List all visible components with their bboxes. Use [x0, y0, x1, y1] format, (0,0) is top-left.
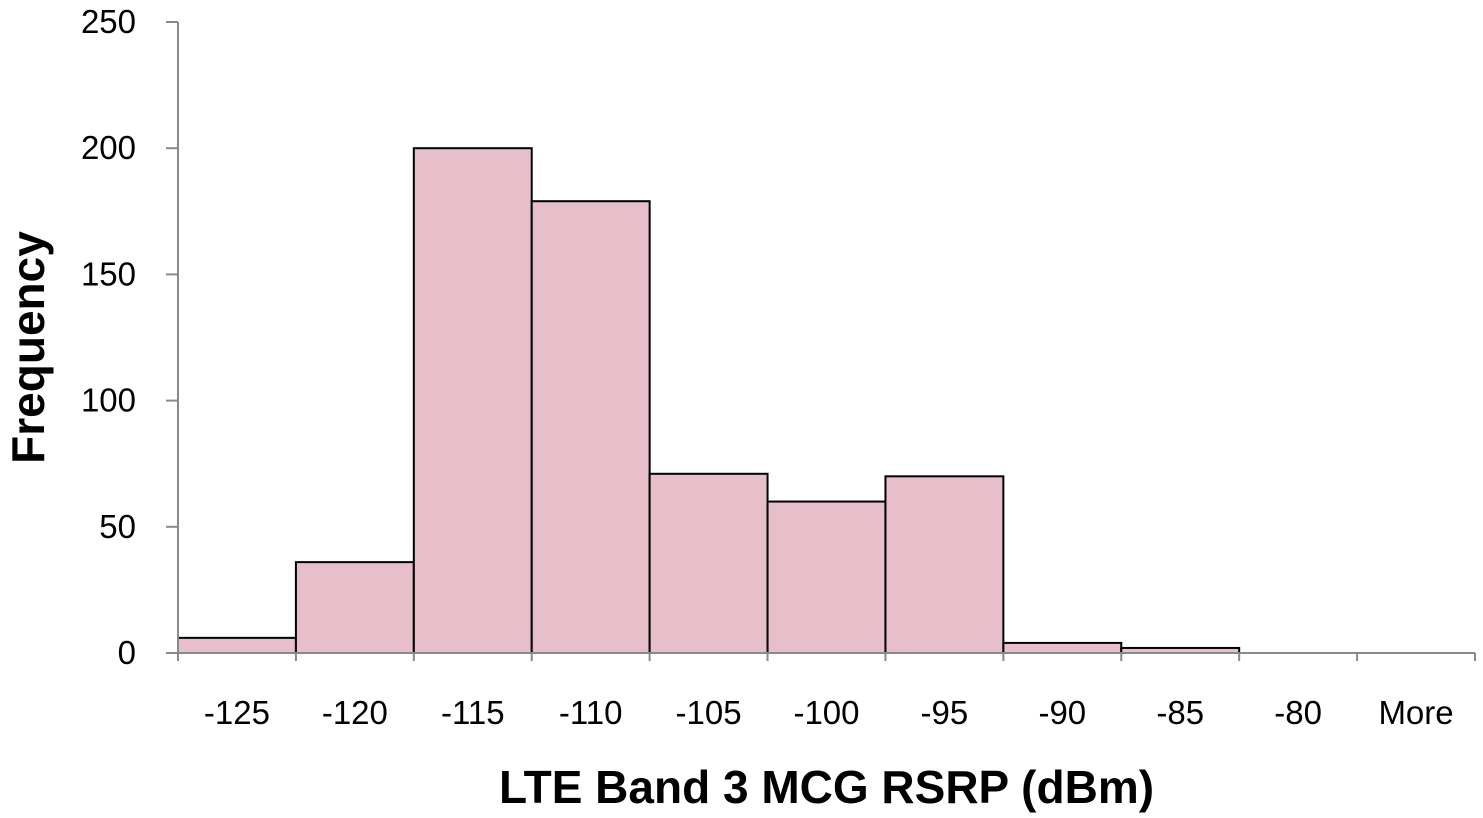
y-ticks-group: 0 50 100 150 200 250	[81, 3, 178, 671]
axes-group	[177, 22, 1475, 654]
bars-group	[177, 147, 1241, 655]
y-tick-label-50: 50	[99, 508, 136, 545]
y-tick-label-150: 150	[81, 255, 136, 292]
bar--110	[530, 200, 651, 654]
x-tick-label--115: -115	[441, 694, 505, 731]
bar--105	[648, 472, 769, 654]
x-tick-label--85: -85	[1156, 694, 1204, 731]
bar--120	[294, 561, 415, 654]
bar--90	[1002, 641, 1123, 654]
bar--115	[412, 147, 533, 654]
x-axis-title: LTE Band 3 MCG RSRP (dBm)	[499, 761, 1154, 813]
x-tick-label--95: -95	[921, 694, 969, 731]
y-tick-label-0: 0	[118, 634, 136, 671]
x-tick-label--90: -90	[1038, 694, 1086, 731]
x-tick-label--105: -105	[676, 694, 742, 731]
x-tick-label--120: -120	[322, 694, 388, 731]
y-axis-title: Frequency	[2, 231, 54, 464]
bar--125	[177, 636, 297, 655]
x-tick-label-More: More	[1378, 694, 1453, 731]
y-tick-label-100: 100	[81, 382, 136, 419]
y-tick-label-200: 200	[81, 129, 136, 166]
x-tick-label--80: -80	[1274, 694, 1322, 731]
x-ticks-group: -125 -120 -115 -110 -105 -100 -95 -90 -85 -80 More	[177, 653, 1476, 731]
x-tick-label--125: -125	[204, 694, 270, 731]
y-tick-label-250: 250	[81, 3, 136, 40]
x-tick-label--110: -110	[559, 694, 623, 731]
bar--95	[884, 475, 1005, 654]
x-tick-label--100: -100	[793, 694, 859, 731]
bar--100	[766, 500, 887, 654]
